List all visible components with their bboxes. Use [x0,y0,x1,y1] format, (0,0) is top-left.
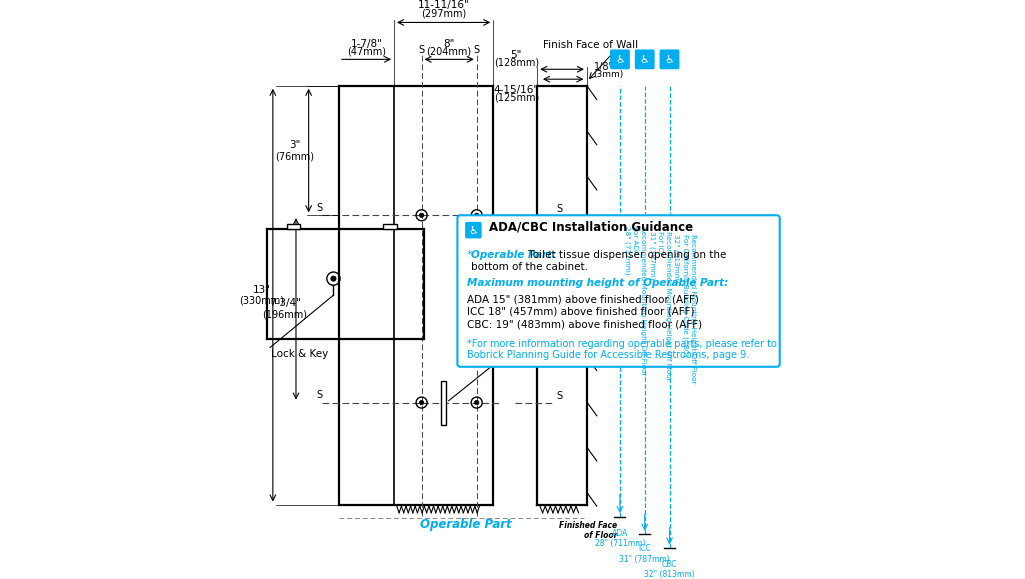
Text: (330mm): (330mm) [239,296,284,306]
Text: S: S [418,45,424,55]
Circle shape [331,276,336,281]
Text: (128mm): (128mm) [494,58,539,68]
Text: (76mm): (76mm) [276,151,315,161]
FancyBboxPatch shape [457,215,780,367]
Text: 4-15/16": 4-15/16" [494,85,539,95]
Circle shape [475,213,479,218]
Text: 11-11/16": 11-11/16" [418,1,469,10]
Bar [383,223,397,229]
Text: S: S [557,391,563,401]
Text: CBC: 19" (483mm) above finished floor (AFF): CBC: 19" (483mm) above finished floor (A… [466,320,702,329]
Text: ♿: ♿ [468,225,479,235]
Text: (297mm): (297mm) [421,8,466,18]
Text: ADA
28" (711mm): ADA 28" (711mm) [594,529,645,548]
Text: Recommended Mounting Height Off Floor
For ICC
31" (787mm): Recommended Mounting Height Off Floor Fo… [649,231,671,380]
Text: ♿: ♿ [615,54,625,64]
Text: Recommended Mounting Height Off Floor
For ADA
28" (711mm): Recommended Mounting Height Off Floor Fo… [624,226,647,376]
Text: (3mm): (3mm) [593,69,624,79]
Text: Bobrick Planning Guide for Accessible Restrooms, page 9.: Bobrick Planning Guide for Accessible Re… [466,350,749,360]
Text: ICC
31" (787mm): ICC 31" (787mm) [619,544,670,563]
Text: 7-3/4": 7-3/4" [269,298,301,309]
Text: (196mm): (196mm) [262,309,307,320]
FancyBboxPatch shape [610,49,629,69]
Circle shape [419,401,423,405]
Text: 3": 3" [289,140,300,150]
Text: *: * [466,250,473,260]
Text: Maximum mounting height of Operable Part:: Maximum mounting height of Operable Part… [466,277,728,288]
Text: (47mm): (47mm) [347,46,386,57]
Text: Operable Part:: Operable Part: [472,250,557,260]
Text: 1/8": 1/8" [593,62,614,72]
Text: ♿: ♿ [640,54,650,64]
Text: Toilet tissue dispenser opening on the: Toilet tissue dispenser opening on the [525,250,727,260]
Circle shape [419,213,423,218]
Text: CBC
32" (813mm): CBC 32" (813mm) [644,559,695,579]
Text: ICC 18" (457mm) above finished floor (AFF): ICC 18" (457mm) above finished floor (AF… [466,307,694,317]
Text: 8": 8" [444,39,455,49]
Text: (125mm): (125mm) [494,93,539,102]
Text: Lock & Key: Lock & Key [272,349,328,359]
Text: *For more information regarding operable parts, please refer to: *For more information regarding operable… [466,339,777,349]
FancyBboxPatch shape [660,49,680,69]
Bar [441,380,447,424]
Text: Finish Face of Wall: Finish Face of Wall [543,40,638,50]
Text: bottom of the cabinet.: bottom of the cabinet. [472,262,588,272]
Text: S: S [317,390,323,401]
FancyBboxPatch shape [465,222,482,239]
Text: (204mm): (204mm) [426,46,472,57]
Text: 5": 5" [510,50,522,60]
Text: 1-7/8": 1-7/8" [351,39,382,49]
Text: S: S [474,45,480,55]
Text: Finished Face
of Floor: Finished Face of Floor [559,521,617,540]
Text: Recommended Mounting Height Off Floor
For California Building Code (CBC)
32" (81: Recommended Mounting Height Off Floor Fo… [673,234,696,384]
Text: ADA 15" (381mm) above finished floor (AFF): ADA 15" (381mm) above finished floor (AF… [466,294,699,304]
Text: 13": 13" [253,285,271,295]
Bar [287,223,300,229]
Circle shape [475,401,479,405]
Text: ♿: ♿ [664,54,674,64]
Text: ADA/CBC Installation Guidance: ADA/CBC Installation Guidance [489,221,693,233]
Text: S: S [317,203,323,213]
Text: S: S [557,204,563,214]
FancyBboxPatch shape [634,49,655,69]
Text: Viewing Slot: Viewing Slot [449,318,578,401]
Text: Operable Part: Operable Part [420,518,511,532]
